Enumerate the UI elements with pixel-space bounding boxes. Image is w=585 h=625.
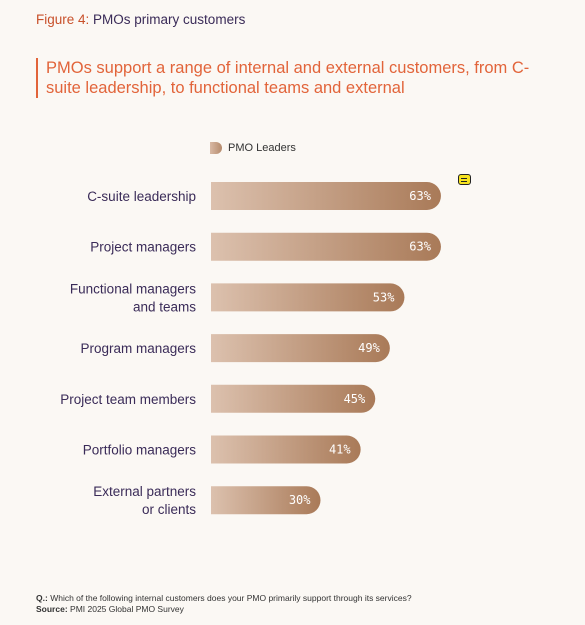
footer-question: Q.: Which of the following internal cust… [36, 593, 412, 603]
bar [211, 334, 390, 363]
category-label: Project managers [90, 240, 196, 255]
comment-icon[interactable] [458, 174, 471, 185]
data-label: 63% [409, 189, 431, 203]
bar [211, 232, 441, 261]
bar [211, 435, 361, 464]
chart-headline: PMOs support a range of internal and ext… [36, 58, 556, 98]
category-label: Portfolio managers [83, 443, 197, 458]
bar [211, 384, 376, 413]
bar [211, 182, 441, 210]
figure-title: PMOs primary customers [93, 12, 246, 27]
data-label: 30% [289, 493, 311, 507]
category-label: Program managers [80, 341, 196, 356]
data-label: 45% [344, 392, 366, 406]
category-label: Project team members [60, 392, 196, 407]
category-label: C-suite leadership [87, 189, 196, 204]
footer-source: Source: PMI 2025 Global PMO Survey [36, 604, 184, 614]
legend: PMO Leaders [210, 142, 296, 154]
data-label: 63% [409, 240, 431, 254]
bar [211, 283, 405, 312]
bar [211, 486, 321, 515]
category-label: External partners or clients [93, 484, 196, 517]
figure-label: Figure 4: PMOs primary customers [36, 12, 245, 27]
data-label: 53% [373, 290, 395, 304]
legend-swatch [210, 142, 222, 154]
data-label: 41% [329, 443, 351, 457]
category-label: Functional managers and teams [70, 281, 196, 314]
legend-label: PMO Leaders [228, 142, 296, 154]
figure-number: Figure 4: [36, 12, 90, 27]
chart-footer: Q.: Which of the following internal cust… [36, 593, 412, 615]
data-label: 49% [358, 341, 380, 355]
